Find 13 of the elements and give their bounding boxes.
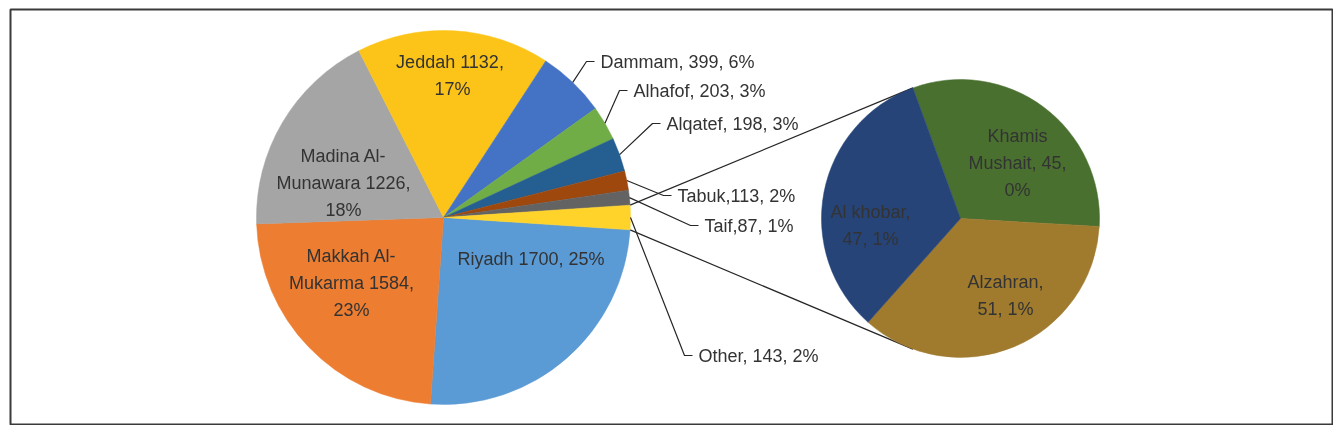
slice-label: Makkah Al-Mukarma 1584, 23% <box>288 245 415 320</box>
slice-label: Khamis Mushait, 45, 0% <box>968 125 1067 200</box>
slice-label: Jeddah 1132, 17% <box>396 52 504 99</box>
slice-label: Al khobar, 47, 1% <box>830 202 911 249</box>
slice-label: Madina Al-Munawara 1226, 18% <box>276 145 411 220</box>
slice-label: Alhafof, 203, 3% <box>633 80 766 101</box>
slice-label: Alzahran, 51, 1% <box>967 272 1044 319</box>
slice-label: Other, 143, 2% <box>698 345 819 366</box>
slice-label: Tabuk,113, 2% <box>677 185 796 206</box>
slice-label: Alqatef, 198, 3% <box>666 113 799 134</box>
slice-label: Riyadh 1700, 25% <box>457 248 605 269</box>
slice-label: Dammam, 399, 6% <box>600 51 755 72</box>
slice-label: Taif,87, 1% <box>704 215 794 236</box>
